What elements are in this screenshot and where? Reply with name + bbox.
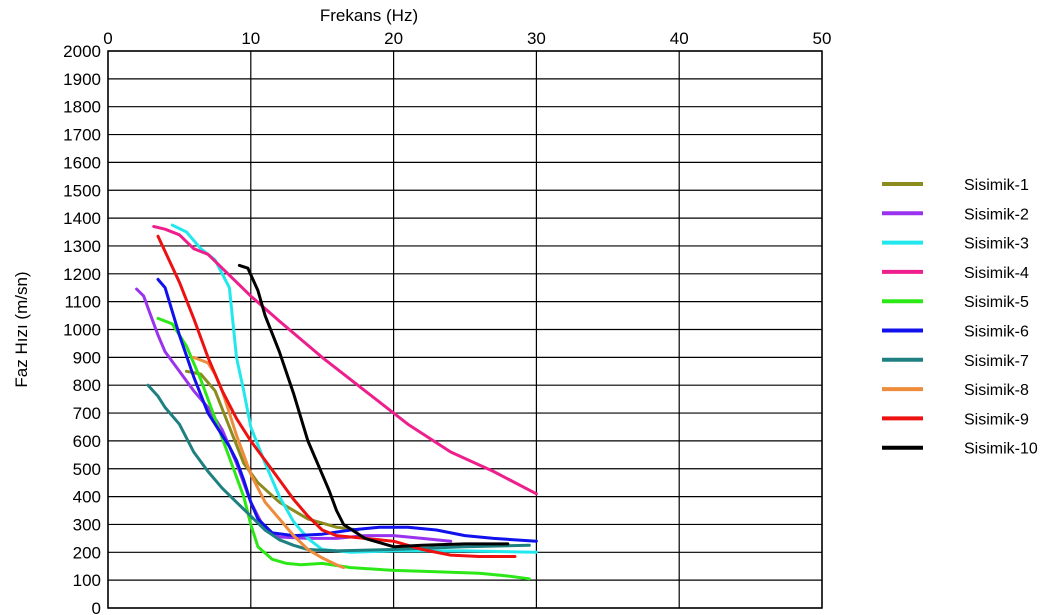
legend: Sisimik-1 Sisimik-2 Sisimik-3 Sisimik-4 Sisi… [882, 177, 1038, 458]
y-tick-labels: 0 100 200 300 400 500 600 700 800 900 1000 1100 1200… [63, 42, 101, 615]
series-line-sisimik-10 [239, 265, 507, 546]
y-tick-label: 400 [73, 488, 101, 507]
y-tick-label: 1300 [63, 237, 101, 256]
y-tick-label: 1000 [63, 321, 101, 340]
x-tick-label: 40 [670, 29, 689, 48]
y-tick-label: 1400 [63, 209, 101, 228]
y-tick-label: 1800 [63, 98, 101, 117]
x-tick-label: 30 [527, 29, 546, 48]
y-tick-label: 800 [73, 376, 101, 395]
series-line-sisimik-6 [158, 279, 536, 541]
legend-label: Sisimik-1 [964, 177, 1029, 194]
y-tick-label: 300 [73, 515, 101, 534]
y-tick-label: 200 [73, 543, 101, 562]
y-tick-label: 1700 [63, 126, 101, 145]
series-line-sisimik-1 [187, 371, 358, 530]
y-tick-label: 1100 [64, 293, 101, 312]
y-tick-label: 1500 [63, 181, 101, 200]
legend-label: Sisimik-2 [964, 206, 1029, 223]
legend-label: Sisimik-7 [964, 353, 1029, 370]
y-tick-label: 1900 [63, 70, 101, 89]
y-axis-title: Faz Hızı (m/sn) [12, 271, 31, 387]
legend-label: Sisimik-5 [964, 294, 1029, 311]
grid [108, 51, 822, 608]
y-tick-label: 1600 [63, 153, 101, 172]
x-tick-label: 20 [384, 29, 403, 48]
x-axis-title: Frekans (Hz) [320, 6, 418, 25]
legend-label: Sisimik-6 [964, 324, 1029, 341]
series-line-sisimik-4 [154, 227, 537, 494]
y-tick-label: 600 [73, 432, 101, 451]
legend-label: Sisimik-9 [964, 411, 1029, 428]
y-tick-label: 2000 [63, 42, 101, 61]
y-tick-label: 0 [92, 599, 101, 615]
y-tick-label: 900 [73, 348, 101, 367]
y-tick-label: 500 [73, 460, 101, 479]
y-tick-label: 100 [73, 571, 101, 590]
legend-label: Sisimik-10 [964, 441, 1038, 458]
x-tick-label: 10 [241, 29, 260, 48]
legend-label: Sisimik-4 [964, 265, 1029, 282]
legend-label: Sisimik-8 [964, 382, 1029, 399]
y-tick-label: 1200 [63, 265, 101, 284]
y-tick-label: 700 [73, 404, 101, 423]
x-tick-labels: 0 10 20 30 40 50 [103, 29, 831, 48]
legend-label: Sisimik-3 [964, 236, 1029, 253]
series-line-sisimik-8 [194, 357, 344, 567]
series-lines [137, 225, 537, 579]
series-line-sisimik-2 [137, 289, 451, 541]
x-tick-label: 50 [813, 29, 832, 48]
x-tick-label: 0 [103, 29, 112, 48]
